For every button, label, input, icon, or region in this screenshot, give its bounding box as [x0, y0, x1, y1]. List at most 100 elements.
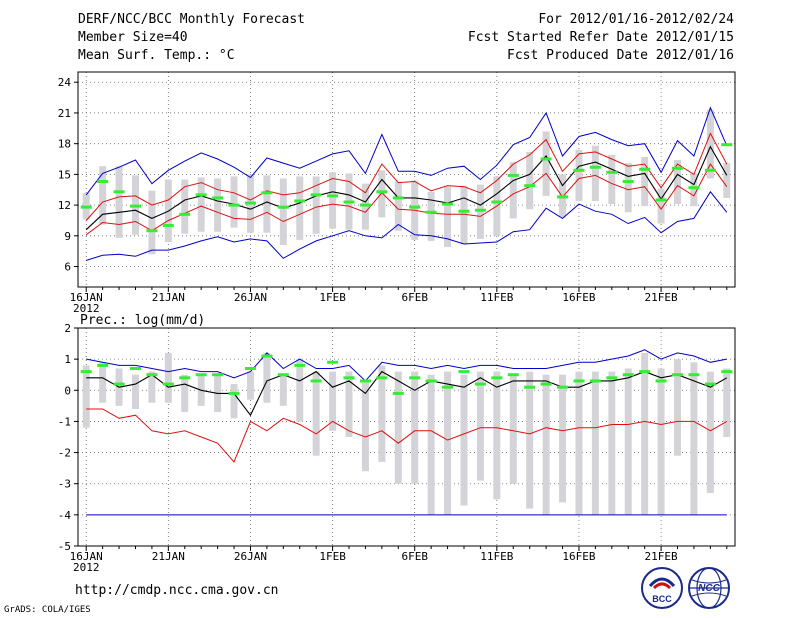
x-tick-label: 11FEB	[480, 550, 513, 563]
ensemble-box	[148, 190, 156, 255]
x-tick-label: 26JAN	[234, 291, 267, 304]
ensemble-box	[542, 374, 550, 515]
ensemble-box	[427, 374, 435, 515]
series-line-upper	[85, 106, 728, 196]
observation-marker	[639, 167, 651, 171]
ensemble-box	[214, 178, 222, 232]
ensemble-box	[246, 371, 254, 400]
ensemble-box	[164, 352, 172, 403]
ensemble-box	[279, 374, 287, 406]
observation-marker	[376, 190, 388, 194]
observation-marker	[474, 208, 486, 212]
observation-marker	[228, 391, 240, 395]
observation-marker	[704, 382, 716, 386]
x-tick-label: 21JAN	[152, 291, 185, 304]
observation-marker	[359, 379, 371, 383]
observation-marker	[129, 366, 141, 370]
y-tick-label: 1	[64, 353, 71, 366]
observation-marker	[622, 180, 634, 184]
observation-marker	[409, 205, 421, 209]
observation-marker	[113, 382, 125, 386]
ensemble-box	[378, 365, 386, 462]
ensemble-box	[345, 371, 353, 437]
y-tick-label: -5	[58, 540, 71, 553]
observation-marker	[540, 157, 552, 161]
y-tick-label: 21	[58, 107, 71, 120]
ensemble-box	[509, 374, 517, 484]
y-tick-label: 2	[64, 322, 71, 335]
ensemble-box	[591, 145, 599, 201]
x-tick-label: 1FEB	[319, 291, 346, 304]
y-tick-label: -4	[58, 509, 72, 522]
observation-marker	[573, 379, 585, 383]
x-tick-label: 21FEB	[645, 550, 678, 563]
ensemble-box	[181, 179, 189, 234]
observation-marker	[606, 170, 618, 174]
observation-marker	[244, 366, 256, 370]
observation-marker	[343, 376, 355, 380]
ensemble-box	[394, 371, 402, 484]
ensemble-box	[263, 175, 271, 233]
observation-marker	[442, 202, 454, 206]
observation-marker	[310, 379, 322, 383]
observation-marker	[261, 354, 273, 358]
x-tick-label: 26JAN	[234, 550, 267, 563]
ensemble-box	[723, 163, 731, 198]
observation-marker	[557, 385, 569, 389]
observation-marker	[639, 370, 651, 374]
ncc-logo-text: NCC	[698, 583, 720, 594]
variable-label: Mean Surf. Temp.: °C	[78, 48, 235, 63]
ensemble-box	[542, 131, 550, 196]
series-line-max	[86, 190, 728, 261]
x-year-label: 2012	[73, 561, 100, 574]
observation-marker	[277, 373, 289, 377]
ncc-logo-icon: NCC	[688, 567, 730, 609]
y-tick-label: 0	[64, 384, 71, 397]
ensemble-box	[115, 166, 123, 238]
ensemble-box	[99, 166, 107, 225]
observation-marker	[540, 382, 552, 386]
observation-marker	[113, 190, 125, 194]
observation-marker	[261, 191, 273, 195]
ensemble-box	[608, 154, 616, 205]
precip-title: Prec.: log(mm/d)	[80, 313, 205, 328]
chart-title: DERF/NCC/BCC Monthly Forecast	[78, 12, 305, 27]
ensemble-box	[394, 181, 402, 231]
observation-marker	[80, 370, 92, 374]
ensemble-box	[263, 352, 271, 403]
series-line-mean	[85, 145, 728, 231]
ensemble-box	[444, 186, 452, 248]
y-tick-label: 6	[64, 261, 71, 274]
y-tick-label: 15	[58, 168, 71, 181]
observation-marker	[97, 363, 109, 367]
ensemble-box	[674, 160, 682, 205]
ensemble-box	[591, 371, 599, 515]
observation-marker	[474, 382, 486, 386]
observation-marker	[195, 193, 207, 197]
observation-marker	[327, 194, 339, 198]
observation-marker	[409, 376, 421, 380]
observation-marker	[277, 205, 289, 209]
ensemble-box	[148, 371, 156, 403]
ensemble-box	[476, 371, 484, 481]
ensemble-box	[296, 176, 304, 240]
grads-credit: GrADS: COLA/IGES	[4, 605, 91, 615]
ensemble-box	[624, 368, 632, 515]
ensemble-box	[361, 380, 369, 472]
x-tick-label: 16JAN	[70, 550, 103, 563]
series-line-spread_lo	[85, 163, 728, 236]
x-tick-label: 11FEB	[480, 291, 513, 304]
observation-marker	[606, 376, 618, 380]
ensemble-box	[509, 162, 517, 219]
ensemble-box	[329, 371, 337, 431]
observation-marker	[721, 143, 733, 147]
ensemble-box	[575, 371, 583, 515]
ensemble-box	[460, 185, 468, 244]
observation-marker	[458, 209, 470, 213]
observation-marker	[557, 195, 569, 199]
observation-marker	[655, 379, 667, 383]
observation-marker	[244, 201, 256, 205]
x-tick-label: 21JAN	[152, 550, 185, 563]
observation-marker	[310, 193, 322, 197]
